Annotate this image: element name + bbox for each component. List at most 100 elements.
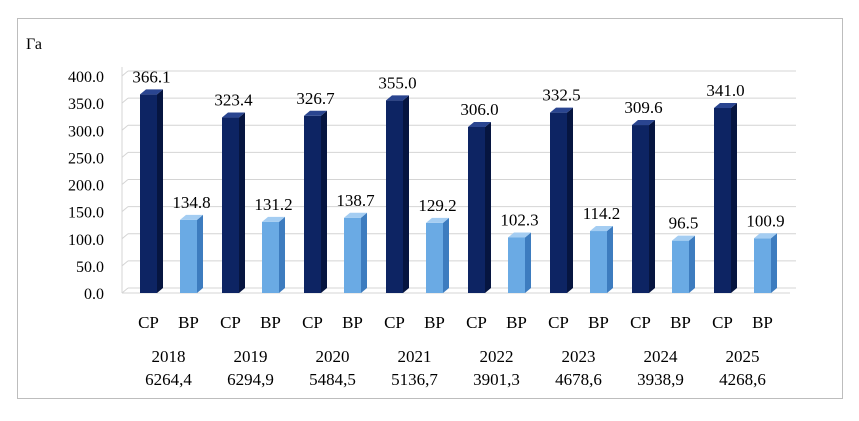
- bar-sr-front: [304, 115, 321, 293]
- bar-sr-top: [632, 120, 655, 126]
- gridline-depth: [121, 179, 129, 185]
- bar-vr-front: [344, 217, 361, 293]
- y-tick-label: 50.0: [76, 259, 104, 276]
- data-label-sr: 355.0: [378, 73, 416, 92]
- bar-sr-top: [714, 103, 737, 109]
- bar-vr-front: [262, 221, 279, 293]
- bar-vr-front: [590, 231, 607, 293]
- category-label-sr: СР: [302, 313, 323, 332]
- category-label-vr: ВР: [670, 313, 691, 332]
- bar-vr: [590, 226, 613, 293]
- bar-vr: [262, 216, 285, 293]
- bar-sr-top: [222, 112, 245, 118]
- data-label-sr: 326.7: [296, 89, 335, 108]
- gridline-depth: [121, 124, 129, 131]
- bar-sr-front: [714, 108, 731, 293]
- category-label-sr: СР: [630, 313, 651, 332]
- y-tick-label: 350.0: [68, 96, 104, 113]
- bar-vr: [508, 232, 531, 293]
- bar-sr: [468, 121, 491, 294]
- gridline-depth: [121, 260, 129, 267]
- bar-vr-front: [672, 240, 689, 293]
- y-tick-label: 250.0: [68, 150, 104, 167]
- year-label: 2023: [562, 347, 596, 366]
- bar-vr: [180, 214, 203, 293]
- bar-vr-side: [689, 235, 695, 293]
- data-label-vr: 114.2: [583, 204, 621, 223]
- bar-sr-top: [550, 107, 573, 113]
- bar-vr-front: [180, 219, 197, 293]
- bar-sr: [632, 120, 655, 294]
- bar-vr-top: [508, 232, 531, 238]
- category-label-vr: ВР: [506, 313, 527, 332]
- bar-sr-side: [321, 110, 327, 293]
- bar-vr-top: [590, 226, 613, 232]
- bar-sr: [714, 103, 737, 293]
- year-label: 2021: [398, 347, 432, 366]
- bar-vr-front: [754, 238, 771, 293]
- data-label-vr: 134.8: [172, 193, 210, 212]
- category-label-sr: СР: [548, 313, 569, 332]
- category-label-vr: ВР: [342, 313, 363, 332]
- y-tick-label: 300.0: [68, 123, 104, 140]
- bar-sr-side: [485, 121, 491, 294]
- bar-vr-front: [508, 237, 525, 293]
- bar-sr-side: [649, 120, 655, 294]
- data-label-sr: 366.1: [132, 67, 170, 86]
- data-label-sr: 341.0: [706, 81, 744, 100]
- bar-sr-side: [567, 107, 573, 294]
- gridline-depth: [121, 206, 129, 213]
- bar-sr-front: [468, 126, 485, 294]
- bar-sr: [140, 89, 163, 293]
- bar-sr: [386, 95, 409, 293]
- bar-vr-front: [426, 222, 443, 293]
- data-label-vr: 129.2: [418, 196, 456, 215]
- bar-sr-top: [140, 89, 163, 95]
- data-label-vr: 100.9: [746, 211, 784, 230]
- bar-vr: [672, 235, 695, 293]
- bar-vr-side: [607, 226, 613, 293]
- year-label: 2022: [480, 347, 514, 366]
- bar-vr-top: [344, 212, 367, 218]
- year-total-label: 3938,9: [637, 370, 684, 389]
- year-total-label: 6264,4: [145, 370, 192, 389]
- data-label-sr: 323.4: [214, 91, 253, 110]
- bar-sr: [550, 107, 573, 294]
- bar-sr-side: [239, 112, 245, 293]
- bar-sr-top: [386, 95, 409, 101]
- bar-vr-top: [180, 214, 203, 220]
- category-label-sr: СР: [384, 313, 405, 332]
- gridline-depth: [121, 287, 129, 294]
- bar-vr-top: [672, 235, 695, 241]
- y-axis-unit-label: Га: [26, 36, 42, 53]
- year-total-label: 4268,6: [719, 370, 766, 389]
- bar-sr-front: [386, 100, 403, 293]
- gridline-depth: [121, 70, 129, 77]
- category-label-vr: ВР: [260, 313, 281, 332]
- year-label: 2018: [152, 347, 186, 366]
- bar-sr-top: [304, 110, 327, 116]
- gridline-depth: [121, 233, 129, 240]
- bar-vr: [426, 217, 449, 293]
- bar-sr-side: [157, 89, 163, 293]
- bar-vr-side: [443, 217, 449, 293]
- gridline-depth: [121, 151, 129, 158]
- bar-vr-top: [754, 233, 777, 239]
- bar-sr-front: [632, 125, 649, 294]
- year-total-label: 4678,6: [555, 370, 602, 389]
- data-label-sr: 309.6: [624, 98, 662, 117]
- bar-sr-front: [222, 117, 239, 293]
- y-tick-label: 100.0: [68, 232, 104, 249]
- bars: [140, 89, 777, 294]
- year-label: 2020: [316, 347, 350, 366]
- y-tick-label: 0.0: [84, 286, 104, 303]
- data-label-vr: 96.5: [669, 214, 699, 233]
- data-label-sr: 306.0: [460, 100, 498, 119]
- y-tick-label: 400.0: [68, 69, 104, 86]
- year-total-label: 3901,3: [473, 370, 520, 389]
- bar-vr-side: [279, 216, 285, 293]
- bar-sr-front: [140, 94, 157, 293]
- y-ticks: 0.0 50.0 100.0 150.0 200.0 250.0 300.0 350.0 400…: [68, 69, 104, 303]
- data-label-vr: 138.7: [336, 191, 375, 210]
